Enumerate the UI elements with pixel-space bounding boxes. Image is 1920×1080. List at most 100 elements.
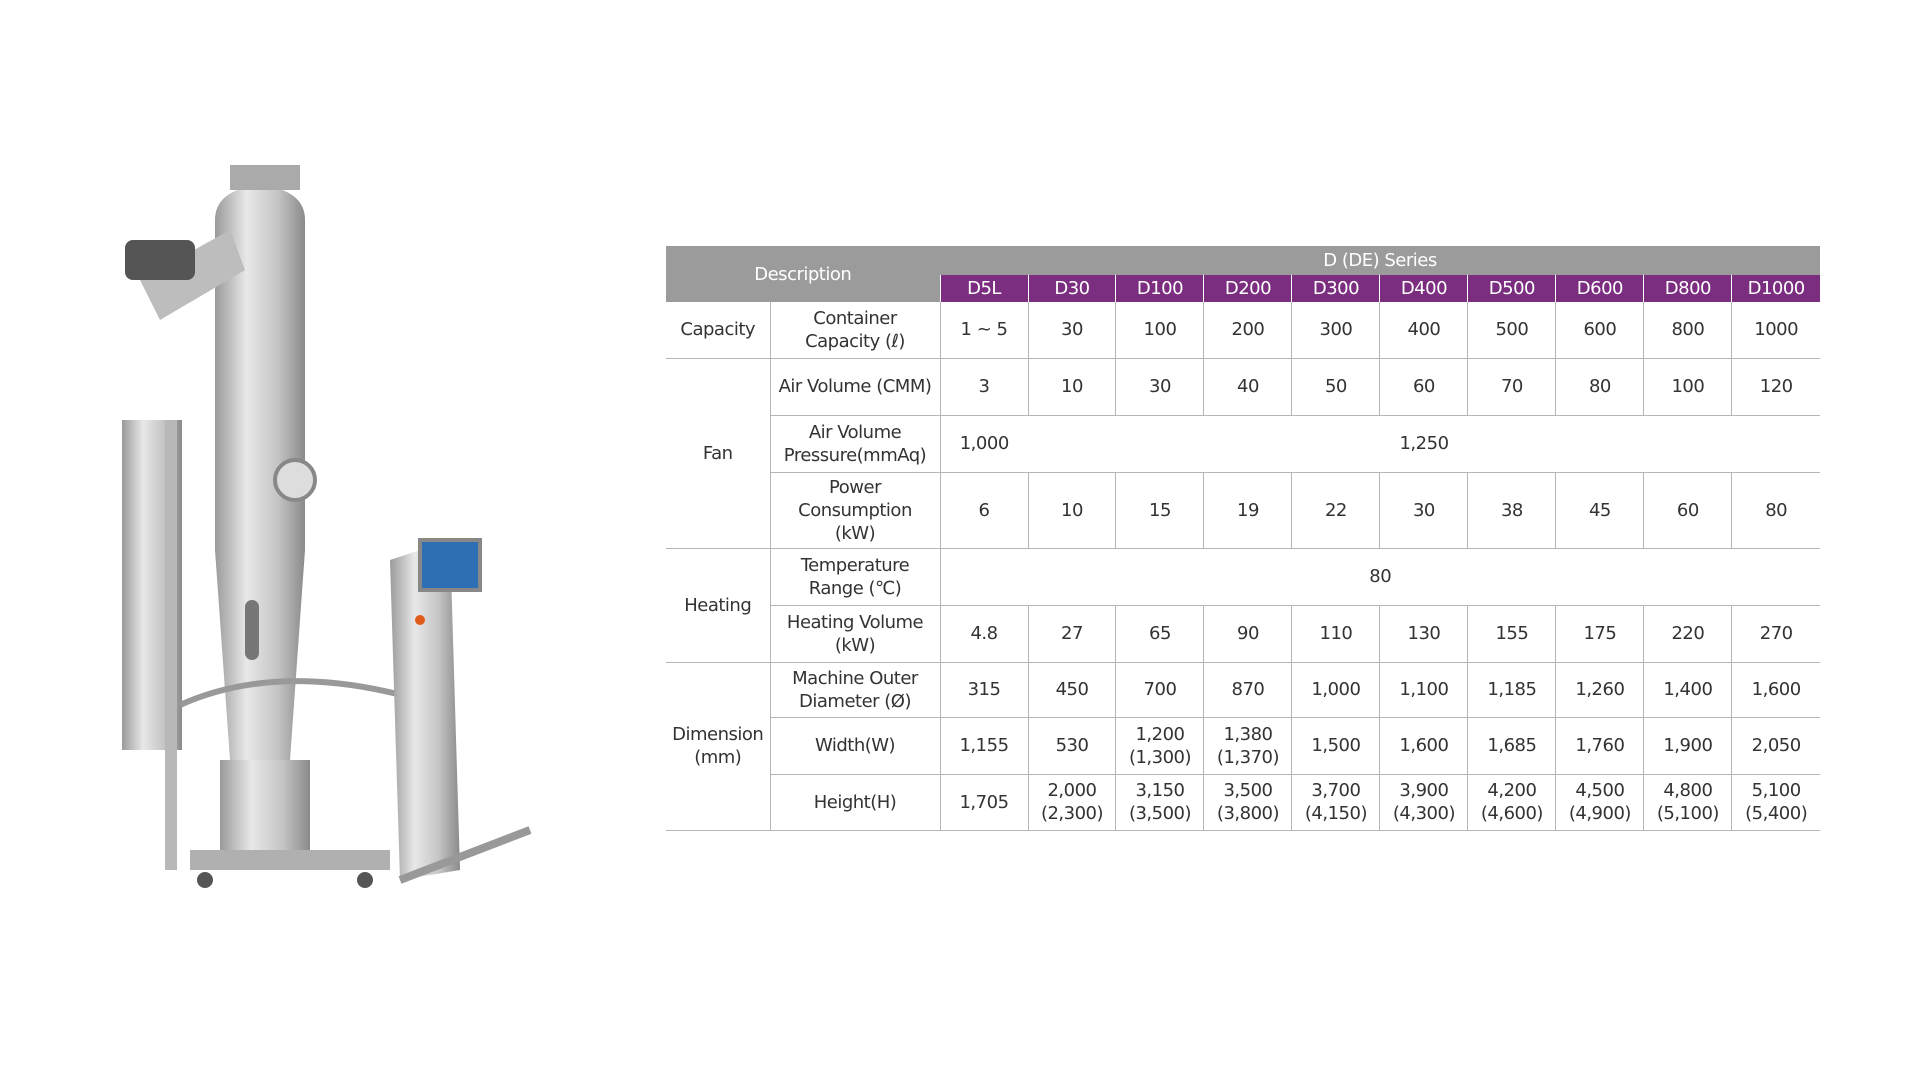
model-header: D200 xyxy=(1203,275,1292,302)
value-cell: 100 xyxy=(1115,302,1204,359)
model-header: D30 xyxy=(1027,275,1116,302)
value-cell: 1,185 xyxy=(1467,662,1556,718)
value-cell: 1 ~ 5 xyxy=(939,302,1028,359)
model-header: D100 xyxy=(1115,275,1204,302)
value-cell: 3,150 (3,500) xyxy=(1115,774,1204,831)
value-cell: 500 xyxy=(1467,302,1556,359)
value-cell: 1,760 xyxy=(1555,717,1644,775)
spec-table: Description D (DE) Series D5L D30 D100 D200… xyxy=(666,246,1820,831)
table-row: Height(H) 1,705 2,000 (2,300) 3,150 (3,500)… xyxy=(666,774,1820,831)
description-header: Description xyxy=(666,246,941,302)
value-cell: 1,600 xyxy=(1731,662,1820,718)
value-cell: 450 xyxy=(1027,662,1116,718)
table-row: Heating Volume (kW) 4.8 27 65 90 110 130 155 175… xyxy=(666,605,1820,663)
row-label: Air Volume Pressure(mmAq) xyxy=(769,415,941,473)
value-cell: 6 xyxy=(939,472,1028,549)
row-label: Width(W) xyxy=(769,717,941,775)
model-header: D5L xyxy=(939,275,1028,302)
value-cell: 19 xyxy=(1203,472,1292,549)
value-cell: 4,200 (4,600) xyxy=(1467,774,1556,831)
table-row: Capacity Container Capacity (ℓ) 1 ~ 5 30 100… xyxy=(666,302,1820,359)
value-cell: 1,600 xyxy=(1379,717,1468,775)
value-cell: 30 xyxy=(1379,472,1468,549)
value-cell: 70 xyxy=(1467,358,1556,416)
table-row: Heating Temperature Range (℃) 80 xyxy=(666,548,1820,663)
value-cell: 38 xyxy=(1467,472,1556,549)
value-cell: 1,685 xyxy=(1467,717,1556,775)
value-cell: 1,100 xyxy=(1379,662,1468,718)
row-label: Container Capacity (ℓ) xyxy=(769,302,941,359)
row-label: Height(H) xyxy=(769,774,941,831)
value-cell: 120 xyxy=(1731,358,1820,416)
model-header: D500 xyxy=(1467,275,1556,302)
row-label: Air Volume (CMM) xyxy=(769,358,941,416)
value-cell: 2,050 xyxy=(1731,717,1820,775)
value-cell: 155 xyxy=(1467,605,1556,663)
value-cell: 30 xyxy=(1027,302,1116,359)
value-cell: 3,900 (4,300) xyxy=(1379,774,1468,831)
value-cell: 220 xyxy=(1643,605,1732,663)
value-cell: 45 xyxy=(1555,472,1644,549)
value-cell: 3,500 (3,800) xyxy=(1203,774,1292,831)
value-cell: 80 xyxy=(1731,472,1820,549)
row-label: Heating Volume (kW) xyxy=(769,605,941,663)
value-cell: 60 xyxy=(1379,358,1468,416)
model-header: D400 xyxy=(1379,275,1468,302)
value-cell: 100 xyxy=(1643,358,1732,416)
row-label: Power Consumption (kW) xyxy=(769,472,941,549)
value-cell: 1000 xyxy=(1731,302,1820,359)
row-label: Temperature Range (℃) xyxy=(769,548,941,606)
value-cell: 530 xyxy=(1027,717,1116,775)
value-cell: 200 xyxy=(1203,302,1292,359)
value-cell: 315 xyxy=(939,662,1028,718)
value-cell: 4.8 xyxy=(939,605,1028,663)
value-cell: 4,800 (5,100) xyxy=(1643,774,1732,831)
model-header: D800 xyxy=(1643,275,1732,302)
value-cell: 300 xyxy=(1291,302,1380,359)
table-row: Fan Air Volume (CMM) 3 10 30 40 50 60 70 80 100 120 xyxy=(666,358,1820,549)
value-cell: 1,000 xyxy=(939,415,1028,473)
value-cell: 600 xyxy=(1555,302,1644,359)
value-cell: 1,400 xyxy=(1643,662,1732,718)
table-row: Air Volume Pressure(mmAq) 1,000 1,250 xyxy=(666,415,1820,473)
value-cell: 10 xyxy=(1027,472,1116,549)
value-cell: 700 xyxy=(1115,662,1204,718)
value-cell: 10 xyxy=(1027,358,1116,416)
value-cell: 1,900 xyxy=(1643,717,1732,775)
value-cell: 870 xyxy=(1203,662,1292,718)
value-cell: 110 xyxy=(1291,605,1380,663)
series-header: D (DE) Series xyxy=(940,246,1820,275)
model-header: D600 xyxy=(1555,275,1644,302)
row-label: Machine Outer Diameter (Ø) xyxy=(769,662,941,718)
value-cell: 1,200 (1,300) xyxy=(1115,717,1204,775)
model-header: D1000 xyxy=(1731,275,1820,302)
value-cell: 400 xyxy=(1379,302,1468,359)
value-cell: 5,100 (5,400) xyxy=(1731,774,1820,831)
table-row: Power Consumption (kW) 6 10 15 19 22 30 38 45 60 8… xyxy=(666,472,1820,549)
value-cell: 175 xyxy=(1555,605,1644,663)
value-cell: 1,705 xyxy=(939,774,1028,831)
value-cell: 1,260 xyxy=(1555,662,1644,718)
value-cell: 15 xyxy=(1115,472,1204,549)
value-cell: 27 xyxy=(1027,605,1116,663)
value-cell: 1,000 xyxy=(1291,662,1380,718)
value-cell: 65 xyxy=(1115,605,1204,663)
group-label: Fan xyxy=(666,358,770,549)
value-cell: 90 xyxy=(1203,605,1292,663)
value-cell: 1,250 xyxy=(1028,415,1820,473)
table-row: Dimension (mm) Machine Outer Diameter (Ø)… xyxy=(666,662,1820,831)
value-cell: 80 xyxy=(939,548,1820,606)
value-cell: 30 xyxy=(1115,358,1204,416)
table-row: Width(W) 1,155 530 1,200 (1,300) 1,380 (1,37… xyxy=(666,717,1820,775)
value-cell: 1,155 xyxy=(939,717,1028,775)
value-cell: 22 xyxy=(1291,472,1380,549)
value-cell: 40 xyxy=(1203,358,1292,416)
value-cell: 800 xyxy=(1643,302,1732,359)
value-cell: 1,500 xyxy=(1291,717,1380,775)
value-cell: 270 xyxy=(1731,605,1820,663)
value-cell: 1,380 (1,370) xyxy=(1203,717,1292,775)
machine-photo xyxy=(122,165,532,888)
group-label: Capacity xyxy=(666,302,770,359)
value-cell: 60 xyxy=(1643,472,1732,549)
value-cell: 130 xyxy=(1379,605,1468,663)
